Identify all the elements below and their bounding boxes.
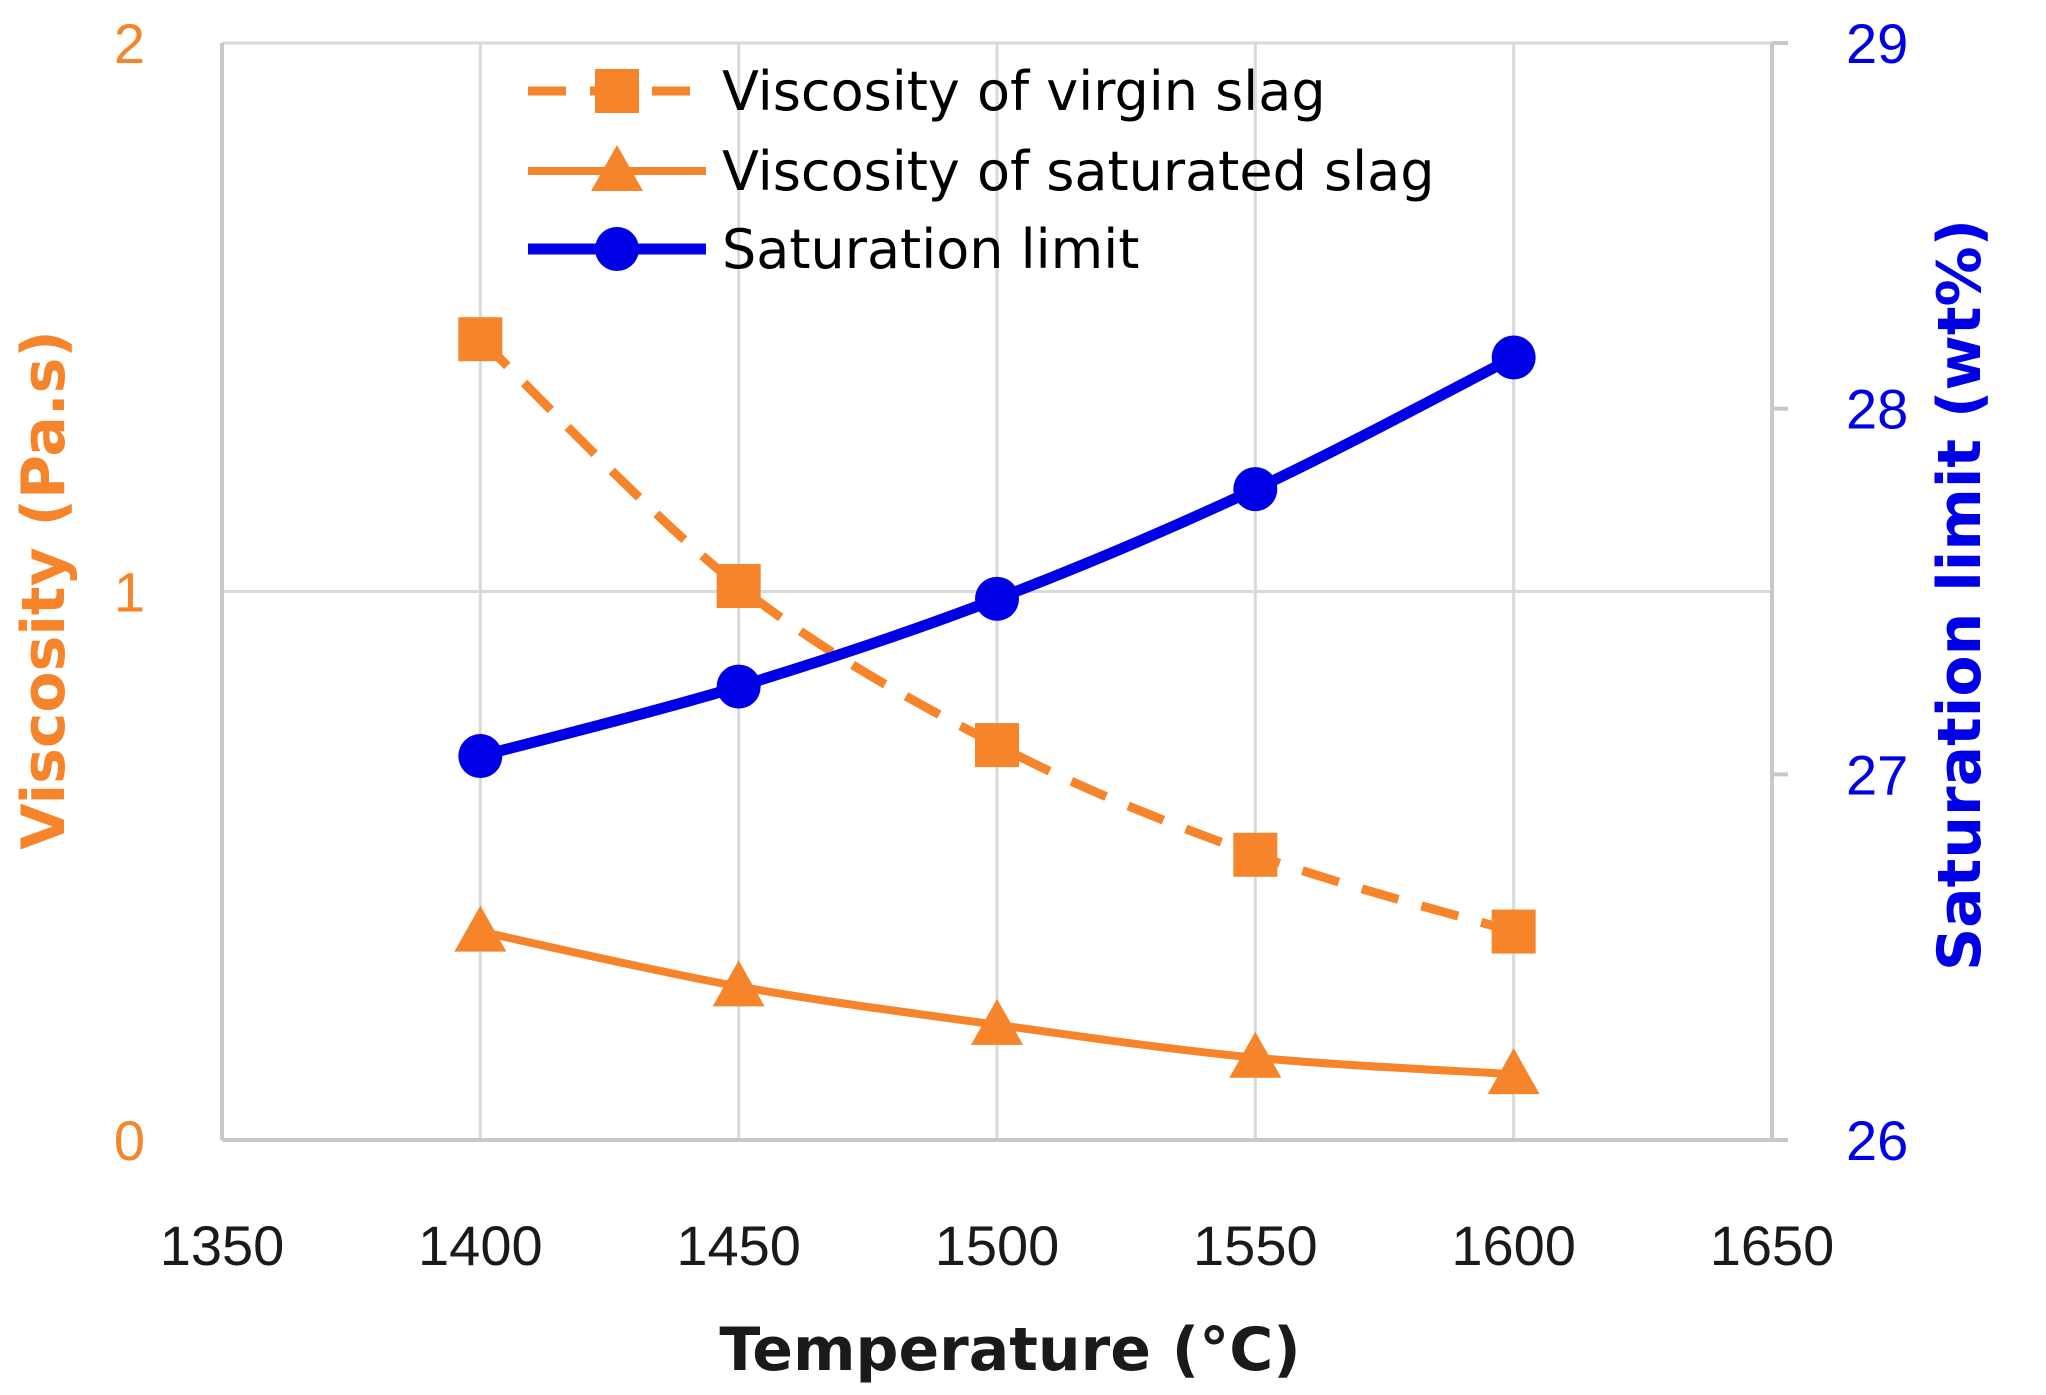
y2-tick-label: 28 bbox=[1846, 378, 1908, 441]
data-point bbox=[971, 998, 1023, 1045]
x-tick-label: 1500 bbox=[935, 1214, 1060, 1277]
series-viscosity-of-saturated-slag bbox=[454, 905, 1540, 1095]
x-tick-label: 1450 bbox=[676, 1214, 801, 1277]
data-point bbox=[458, 317, 503, 362]
legend: Viscosity of virgin slag Viscosity of sat… bbox=[528, 60, 1435, 281]
y2-tick-label: 29 bbox=[1846, 12, 1908, 75]
x-tick-labels: 1350 1400 1450 1500 1550 1600 1650 bbox=[160, 1214, 1835, 1277]
legend-label: Saturation limit bbox=[722, 218, 1139, 281]
data-point bbox=[716, 664, 761, 709]
data-point bbox=[975, 723, 1019, 768]
data-point bbox=[716, 564, 761, 609]
y2-tick-labels: 26 27 28 29 bbox=[1846, 12, 1908, 1172]
x-tick-label: 1350 bbox=[160, 1214, 285, 1277]
data-point bbox=[975, 576, 1019, 621]
series-saturation-limit bbox=[458, 335, 1536, 779]
data-point bbox=[712, 960, 765, 1007]
data-point bbox=[1491, 335, 1536, 380]
series-group bbox=[454, 317, 1540, 1095]
x-tick-label: 1650 bbox=[1710, 1214, 1835, 1277]
y-tick-labels: 0 1 2 bbox=[114, 12, 145, 1172]
legend-marker bbox=[591, 145, 643, 191]
data-point bbox=[1229, 1031, 1282, 1078]
y2-axis-title: Saturation limit (wt%) bbox=[1925, 219, 1995, 971]
y-axis-title: Viscosity (Pa.s) bbox=[9, 330, 79, 850]
data-point bbox=[1491, 909, 1536, 954]
legend-label: Viscosity of saturated slag bbox=[722, 140, 1435, 203]
data-point bbox=[1233, 467, 1278, 512]
plot-frame bbox=[220, 41, 1788, 1142]
x-axis-title: Temperature (°C) bbox=[719, 1315, 1300, 1385]
x-tick-label: 1550 bbox=[1193, 1214, 1318, 1277]
x-tick-label: 1600 bbox=[1451, 1214, 1576, 1277]
y-tick-label: 2 bbox=[114, 12, 145, 75]
data-point bbox=[1487, 1048, 1540, 1095]
legend-marker bbox=[595, 69, 639, 113]
data-point bbox=[454, 905, 507, 952]
y-tick-label: 1 bbox=[114, 561, 145, 624]
legend-label: Viscosity of virgin slag bbox=[722, 60, 1326, 123]
y2-tick-label: 27 bbox=[1846, 743, 1908, 806]
data-point bbox=[458, 734, 503, 779]
legend-marker bbox=[595, 227, 639, 271]
y-tick-label: 0 bbox=[114, 1109, 145, 1172]
x-tick-label: 1400 bbox=[418, 1214, 543, 1277]
series-viscosity-of-virgin-slag bbox=[458, 317, 1536, 954]
data-point bbox=[1233, 832, 1278, 877]
y2-tick-label: 26 bbox=[1846, 1109, 1908, 1172]
